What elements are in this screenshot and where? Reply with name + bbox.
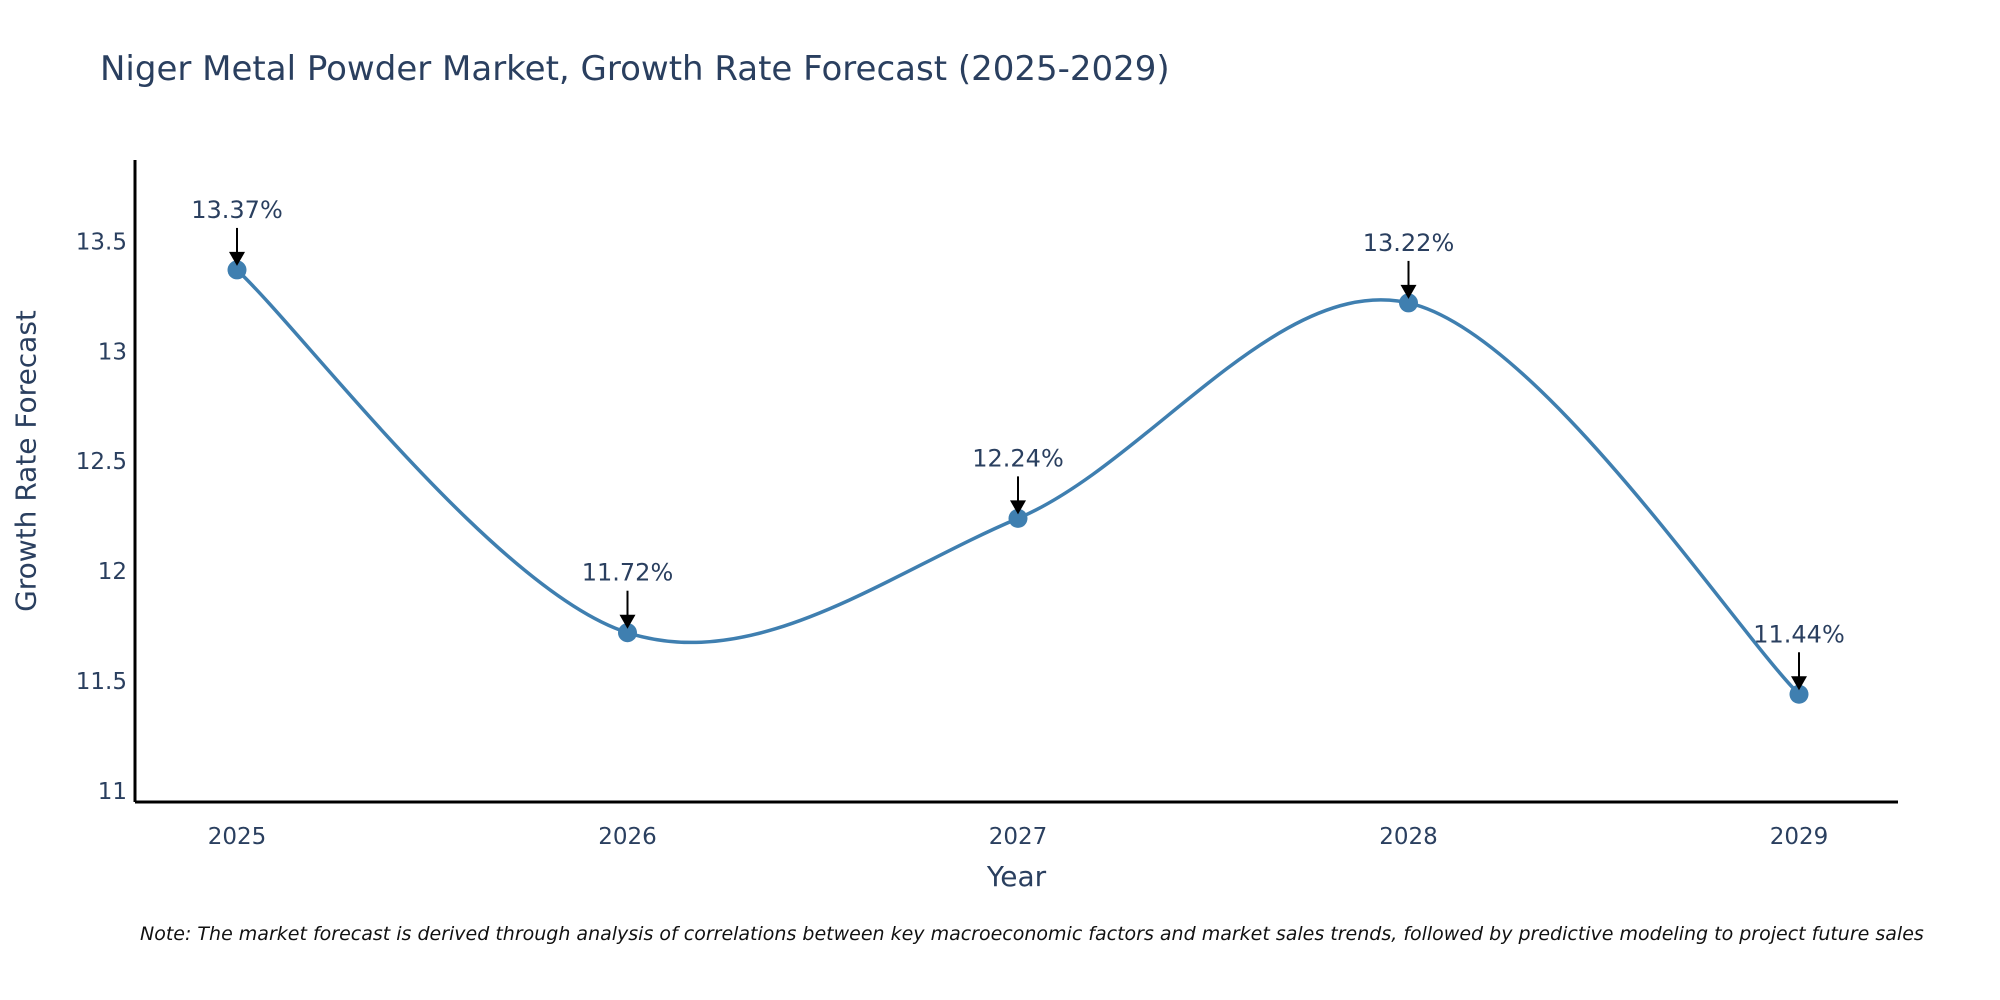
x-axis-ticks: 2025 2026 2027 2028 2029	[208, 824, 1829, 850]
x-tick-label: 2027	[989, 824, 1048, 850]
annotation-arrowhead	[1010, 500, 1026, 515]
data-point	[1789, 684, 1809, 704]
data-label: 11.44%	[1753, 620, 1845, 648]
annotation-arrowhead	[229, 251, 245, 266]
annotation-arrowhead	[1400, 284, 1417, 299]
data-point	[618, 623, 637, 643]
y-tick-label: 12	[98, 559, 127, 585]
annotation-arrowhead	[619, 614, 636, 629]
data-label: 13.37%	[191, 196, 283, 224]
x-tick-label: 2028	[1379, 824, 1438, 850]
data-points	[227, 260, 1809, 704]
data-label: 11.72%	[582, 559, 674, 587]
chart-title: Niger Metal Powder Market, Growth Rate F…	[100, 49, 1170, 89]
data-labels: 13.37% 11.72% 12.24% 13.22% 11.44%	[191, 196, 1845, 691]
x-axis-title: Year	[986, 860, 1047, 893]
y-tick-label: 13	[98, 339, 127, 365]
data-point	[1399, 293, 1418, 313]
y-tick-label: 12.5	[76, 449, 127, 475]
data-label: 13.22%	[1363, 229, 1455, 257]
data-point	[1008, 508, 1028, 528]
data-label: 12.24%	[972, 444, 1064, 472]
x-tick-label: 2026	[598, 824, 657, 850]
x-tick-label: 2029	[1770, 824, 1829, 850]
data-point	[227, 260, 247, 280]
y-tick-label: 13.5	[76, 229, 127, 255]
y-tick-label: 11	[98, 779, 127, 805]
plot-area: 13.37% 11.72% 12.24% 13.22% 11.44%	[191, 196, 1845, 704]
x-tick-label: 2025	[208, 824, 267, 850]
y-tick-label: 11.5	[76, 669, 127, 695]
axes: 11 11.5 12 12.5 13 13.5 2025 2026 2027 2028 2029	[76, 160, 1898, 850]
annotation-arrowhead	[1791, 676, 1807, 691]
footnote: Note: The market forecast is derived thr…	[140, 923, 1924, 945]
y-axis-title: Growth Rate Forecast	[10, 310, 43, 612]
y-axis-ticks: 11 11.5 12 12.5 13 13.5	[76, 229, 127, 805]
